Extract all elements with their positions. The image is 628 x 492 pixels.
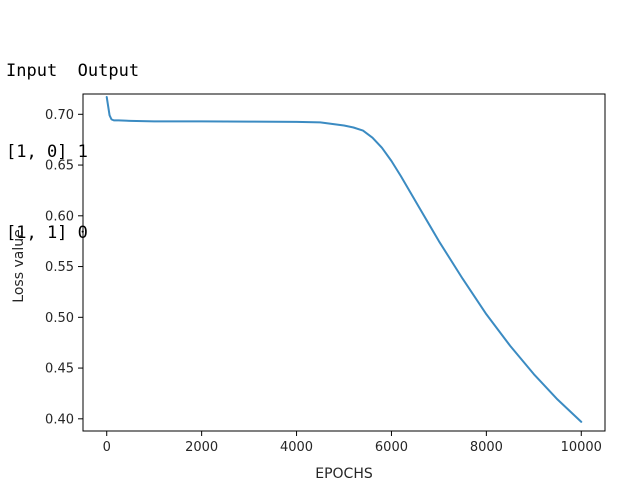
y-tick-label: 0.70 <box>45 108 74 123</box>
y-tick-label: 0.60 <box>45 209 74 224</box>
x-tick-label: 10000 <box>561 440 602 455</box>
y-tick-label: 0.55 <box>45 260 74 275</box>
x-tick-label: 6000 <box>375 440 408 455</box>
y-tick-label: 0.50 <box>45 311 74 326</box>
plot-frame <box>82 93 606 432</box>
console-header-line: Input Output <box>6 61 140 81</box>
y-tick-label: 0.45 <box>45 362 74 377</box>
y-axis-label: Loss value <box>11 229 27 302</box>
console-output: Input Output [1, 0] 1 [1, 1] 0 <box>6 4 139 274</box>
loss-series-line <box>105 96 583 423</box>
y-tick-label: 0.65 <box>45 159 74 174</box>
plot-axes: 0 2000 4000 6000 8000 10000 0.40 0.45 0.50 0.55 0.… <box>45 93 606 455</box>
x-tick-label: 2000 <box>185 440 218 455</box>
x-tick-label: 0 <box>103 440 111 455</box>
x-axis-label: EPOCHS <box>315 466 373 482</box>
x-tick-label: 4000 <box>280 440 313 455</box>
y-tick-label: 0.40 <box>45 412 74 427</box>
x-tick-label: 8000 <box>470 440 503 455</box>
